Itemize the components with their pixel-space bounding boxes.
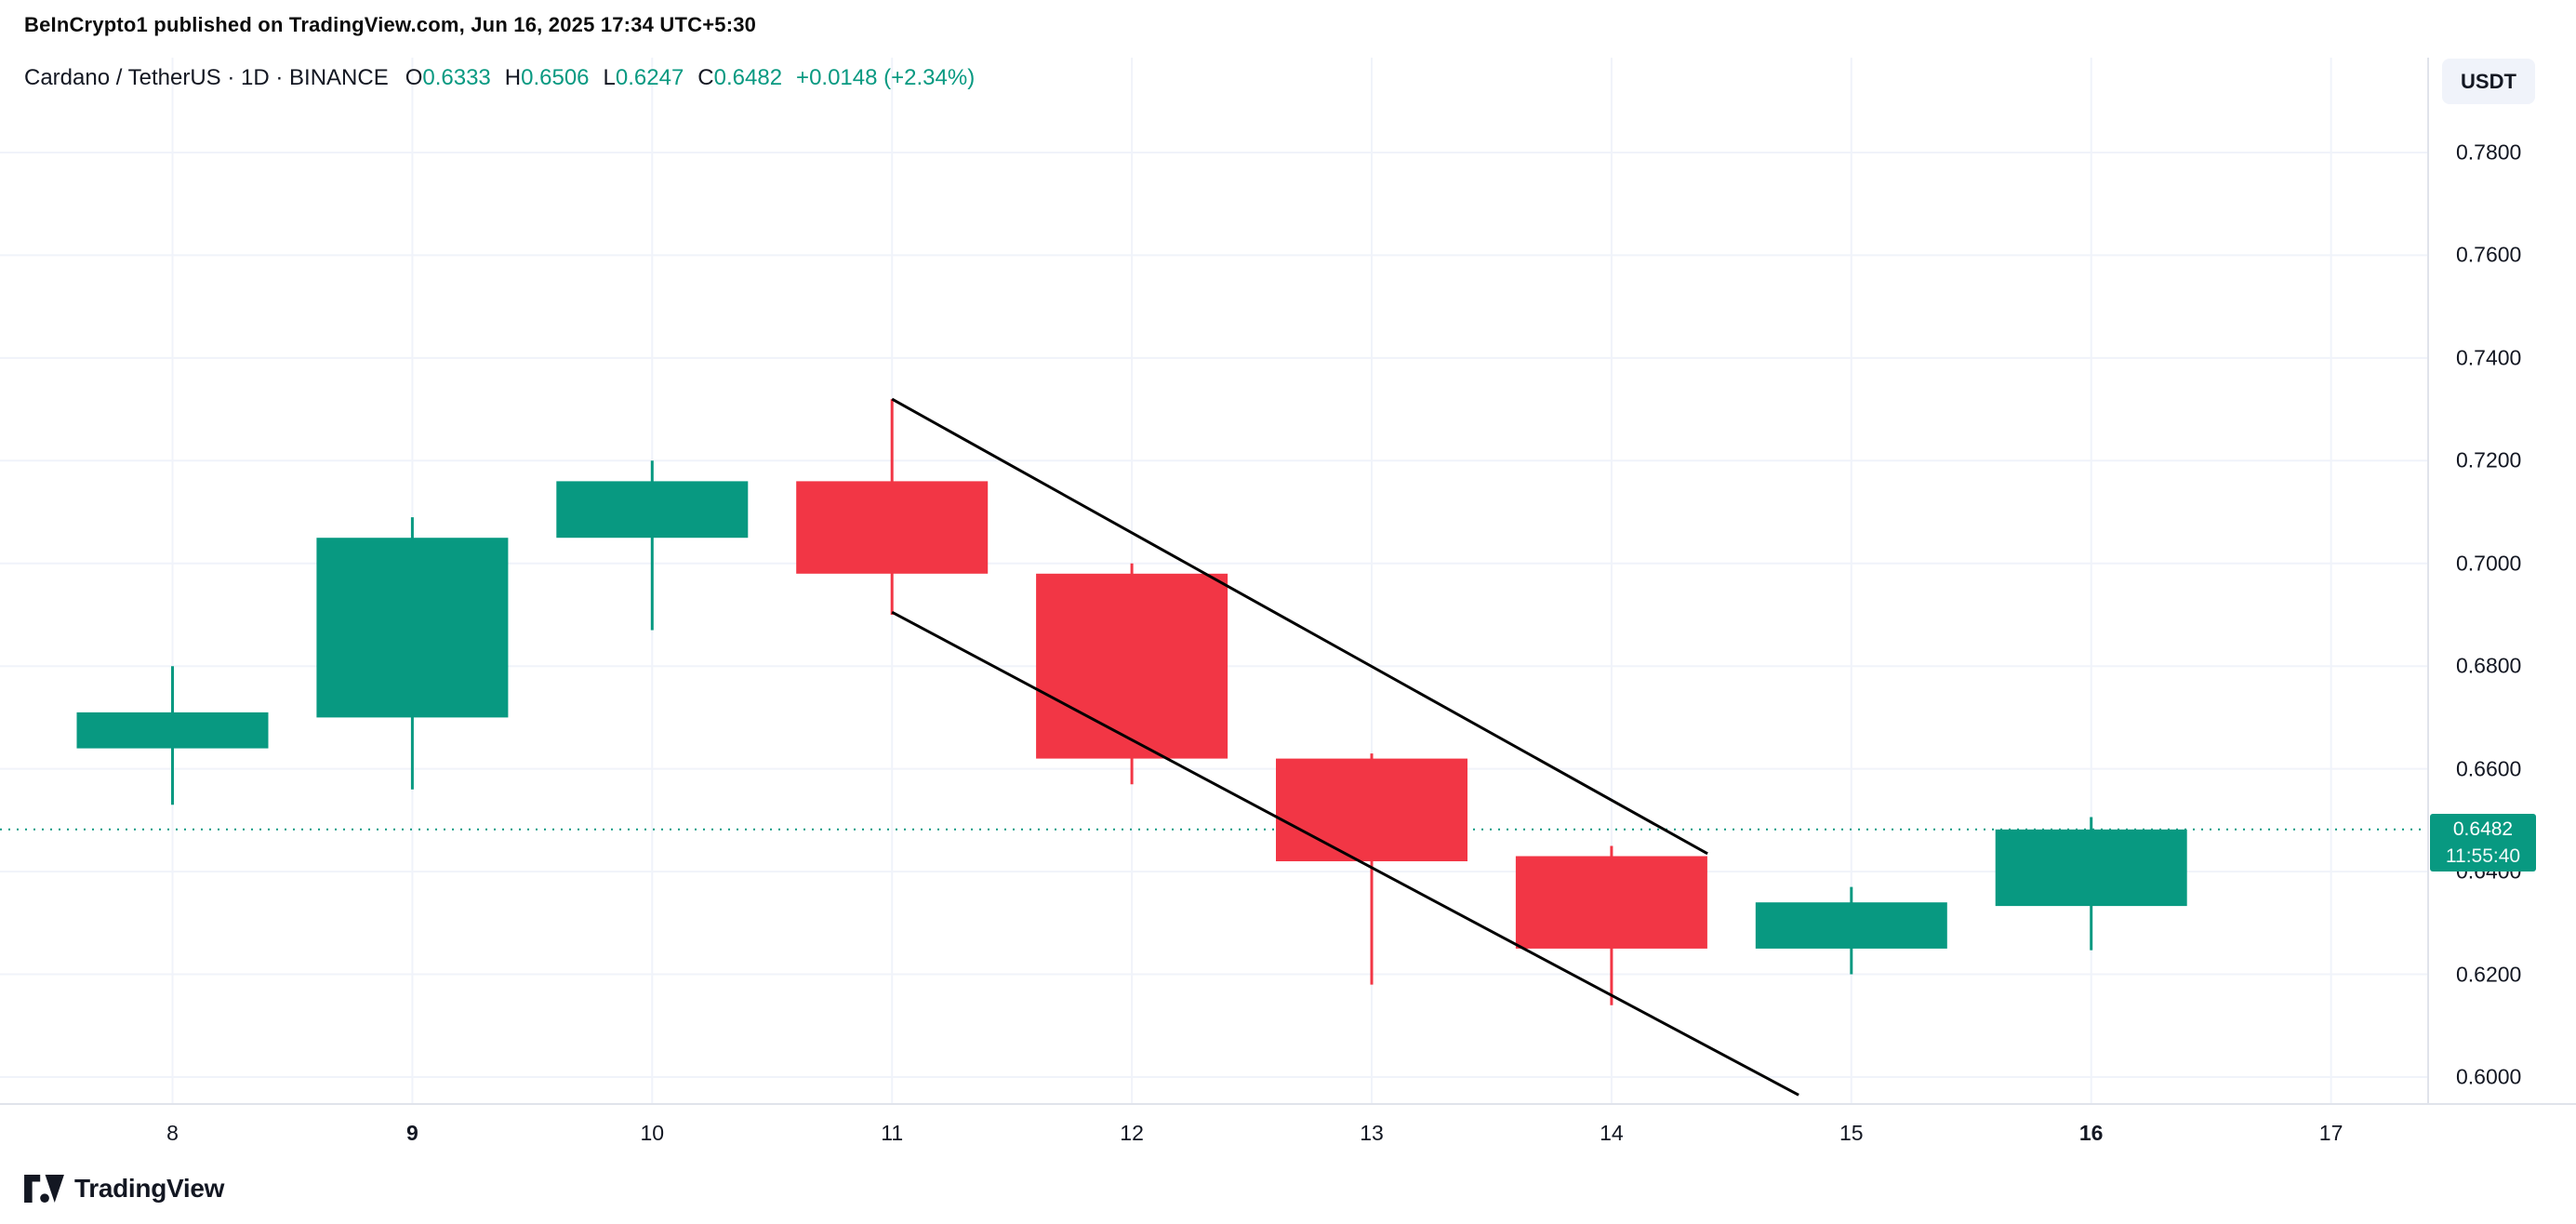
price-tick-label: 0.6000 [2456,1064,2522,1089]
chart-legend[interactable]: Cardano / TetherUS · 1D · BINANCE O0.633… [24,65,975,91]
ohlc-open: O0.6333 [405,65,491,91]
candle-body[interactable] [1036,573,1228,759]
ohlc-open-label: O [405,65,423,90]
tradingview-watermark[interactable]: TradingView [24,1174,224,1204]
price-tick-label: 0.7400 [2456,345,2522,370]
ohlc-close-value: 0.6482 [713,65,783,90]
ohlc-high: H0.6506 [505,65,590,91]
ohlc-high-value: 0.6506 [521,65,590,90]
last-price-badge: 0.6482 11:55:40 [2430,813,2536,871]
trendline[interactable] [891,397,1708,856]
price-tick-label: 0.7200 [2456,447,2522,472]
ohlc-low-value: 0.6247 [615,65,684,90]
candle-body[interactable] [1995,829,2187,907]
trendline[interactable] [891,610,1799,1097]
currency-unit-button[interactable]: USDT [2442,59,2535,104]
price-axis[interactable]: 0.7800 0.7600 0.7400 0.7200 0.7000 0.6800 0.66… [2428,0,2576,1224]
candle-body[interactable] [1515,856,1707,949]
ohlc-open-value: 0.6333 [422,65,491,90]
ohlc-close: C0.6482 [697,65,782,91]
price-tick-label: 0.6600 [2456,756,2522,781]
ohlc-low-label: L [603,65,616,90]
price-tick-label: 0.6800 [2456,653,2522,678]
candle-body[interactable] [316,538,509,718]
candle-body[interactable] [796,481,989,574]
candle-body[interactable] [1276,758,1467,861]
ohlc-low: L0.6247 [604,65,684,91]
candle-body[interactable] [556,481,749,539]
candle-body[interactable] [76,712,269,749]
price-tick-label: 0.7600 [2456,242,2522,267]
price-tick-label: 0.7000 [2456,551,2522,576]
price-change: +0.0148 (+2.34%) [796,65,976,90]
attribution-text: BeInCrypto1 published on TradingView.com… [24,13,757,36]
ohlc-high-label: H [504,65,522,90]
candle-body[interactable] [1755,902,1947,949]
tradingview-logo-text: TradingView [74,1174,225,1203]
ohlc-close-label: C [697,65,714,90]
tradingview-logo-icon [24,1175,64,1203]
bar-close-countdown: 11:55:40 [2445,845,2521,867]
price-tick-label: 0.7800 [2456,140,2522,165]
price-tick-label: 0.6200 [2456,962,2522,986]
symbol-title[interactable]: Cardano / TetherUS · 1D · BINANCE [24,65,389,90]
last-price-value: 0.6482 [2452,818,2514,840]
